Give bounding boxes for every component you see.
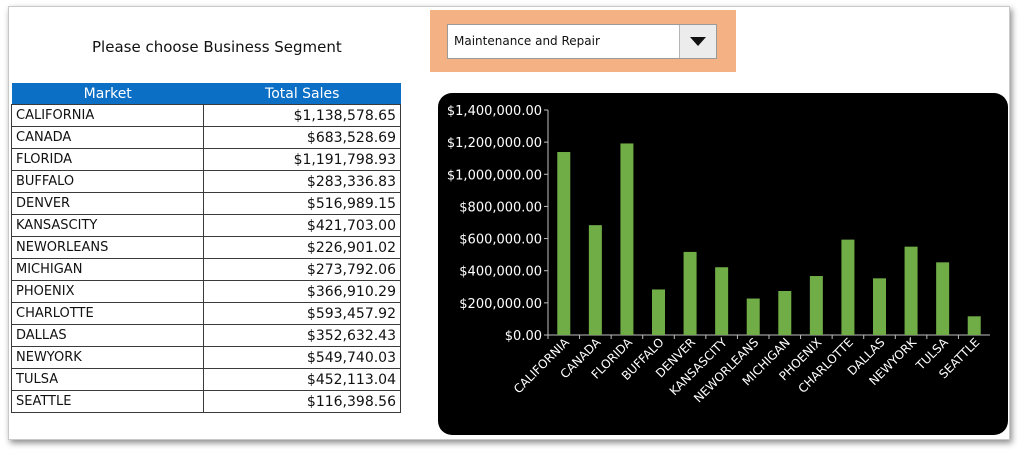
y-tick-label: $600,000.00 xyxy=(459,233,542,248)
table-row: DALLAS $352,632.43 xyxy=(10,324,401,347)
total-sales-cell[interactable]: $1,138,578.65 xyxy=(203,104,401,127)
y-tick-label: $1,400,000.00 xyxy=(447,104,542,119)
y-tick-label: $1,200,000.00 xyxy=(447,136,542,151)
market-cell[interactable]: CALIFORNIA xyxy=(10,104,205,127)
bar[interactable] xyxy=(588,225,602,335)
bar[interactable] xyxy=(904,246,918,335)
bar[interactable] xyxy=(683,251,697,335)
total-sales-cell[interactable]: $683,528.69 xyxy=(203,126,401,149)
market-cell[interactable]: CHARLOTTE xyxy=(10,302,205,325)
bar[interactable] xyxy=(620,143,634,335)
market-cell[interactable]: NEWYORK xyxy=(10,346,205,369)
sales-bar-chart: $0.00 $200,000.00 $400,000.00 $600,000.00 $8… xyxy=(447,104,990,405)
total-sales-cell[interactable]: $366,910.29 xyxy=(203,280,401,303)
total-sales-cell[interactable]: $116,398.56 xyxy=(203,390,401,413)
segment-dropdown-value: Maintenance and Repair xyxy=(454,34,600,48)
total-sales-column-header: Total Sales xyxy=(203,83,401,105)
y-tick-label: $400,000.00 xyxy=(459,265,542,280)
y-tick-label: $200,000.00 xyxy=(459,297,542,312)
bar[interactable] xyxy=(557,152,571,335)
bar[interactable] xyxy=(841,239,855,335)
bar[interactable] xyxy=(746,298,760,335)
bar[interactable] xyxy=(967,316,981,335)
bar[interactable] xyxy=(778,290,792,335)
bar[interactable] xyxy=(873,278,886,335)
bar[interactable] xyxy=(715,267,729,335)
market-column-header: Market xyxy=(11,83,204,105)
market-cell[interactable]: PHOENIX xyxy=(10,280,205,303)
total-sales-cell[interactable]: $352,632.43 xyxy=(203,324,401,347)
chevron-down-icon xyxy=(690,36,706,46)
table-row: CHARLOTTE $593,457.92 xyxy=(10,302,401,325)
total-sales-cell[interactable]: $452,113.04 xyxy=(203,368,401,391)
table-row: CALIFORNIA $1,138,578.65 xyxy=(10,104,401,127)
market-cell[interactable]: CANADA xyxy=(10,126,205,149)
table-row: NEWYORK $549,740.03 xyxy=(10,346,401,369)
market-cell[interactable]: SEATTLE xyxy=(10,390,205,413)
market-cell[interactable]: TULSA xyxy=(10,368,205,391)
total-sales-cell[interactable]: $549,740.03 xyxy=(203,346,401,369)
table-header-row: Market Total Sales xyxy=(11,83,401,105)
market-cell[interactable]: KANSASCITY xyxy=(10,214,205,237)
table-row: DENVER $516,989.15 xyxy=(10,192,401,215)
y-tick-label: $1,000,000.00 xyxy=(447,168,542,183)
table-row: TULSA $452,113.04 xyxy=(10,368,401,391)
total-sales-cell[interactable]: $226,901.02 xyxy=(203,236,401,259)
bar[interactable] xyxy=(936,262,950,335)
table-row: SEATTLE $116,398.56 xyxy=(10,390,401,413)
table-row: CANADA $683,528.69 xyxy=(10,126,401,149)
total-sales-cell[interactable]: $283,336.83 xyxy=(203,170,401,193)
table-row: PHOENIX $366,910.29 xyxy=(10,280,401,303)
sales-chart: $0.00 $200,000.00 $400,000.00 $600,000.00 $8… xyxy=(438,93,1008,435)
total-sales-cell[interactable]: $1,191,798.93 xyxy=(203,148,401,171)
bar[interactable] xyxy=(809,276,823,335)
segment-dropdown[interactable]: Maintenance and Repair xyxy=(447,24,717,59)
bar[interactable] xyxy=(652,289,665,335)
market-cell[interactable]: DALLAS xyxy=(10,324,205,347)
sales-table: Market Total Sales CALIFORNIA $1,138,578.… xyxy=(10,83,401,413)
total-sales-cell[interactable]: $593,457.92 xyxy=(203,302,401,325)
y-tick-label: $800,000.00 xyxy=(459,200,542,215)
market-cell[interactable]: BUFFALO xyxy=(10,170,205,193)
table-row: KANSASCITY $421,703.00 xyxy=(10,214,401,237)
table-row: MICHIGAN $273,792.06 xyxy=(10,258,401,281)
market-cell[interactable]: FLORIDA xyxy=(10,148,205,171)
y-tick-label: $0.00 xyxy=(505,329,542,344)
total-sales-cell[interactable]: $421,703.00 xyxy=(203,214,401,237)
segment-prompt-label: Please choose Business Segment xyxy=(92,38,342,56)
market-cell[interactable]: DENVER xyxy=(10,192,205,215)
total-sales-cell[interactable]: $273,792.06 xyxy=(203,258,401,281)
market-cell[interactable]: NEWORLEANS xyxy=(10,236,205,259)
sales-table-body: CALIFORNIA $1,138,578.65 CANADA $683,528.69… xyxy=(10,104,401,413)
table-row: BUFFALO $283,336.83 xyxy=(10,170,401,193)
dropdown-arrow-button[interactable] xyxy=(679,25,716,58)
total-sales-cell[interactable]: $516,989.15 xyxy=(203,192,401,215)
table-row: FLORIDA $1,191,798.93 xyxy=(10,148,401,171)
table-row: NEWORLEANS $226,901.02 xyxy=(10,236,401,259)
market-cell[interactable]: MICHIGAN xyxy=(10,258,205,281)
